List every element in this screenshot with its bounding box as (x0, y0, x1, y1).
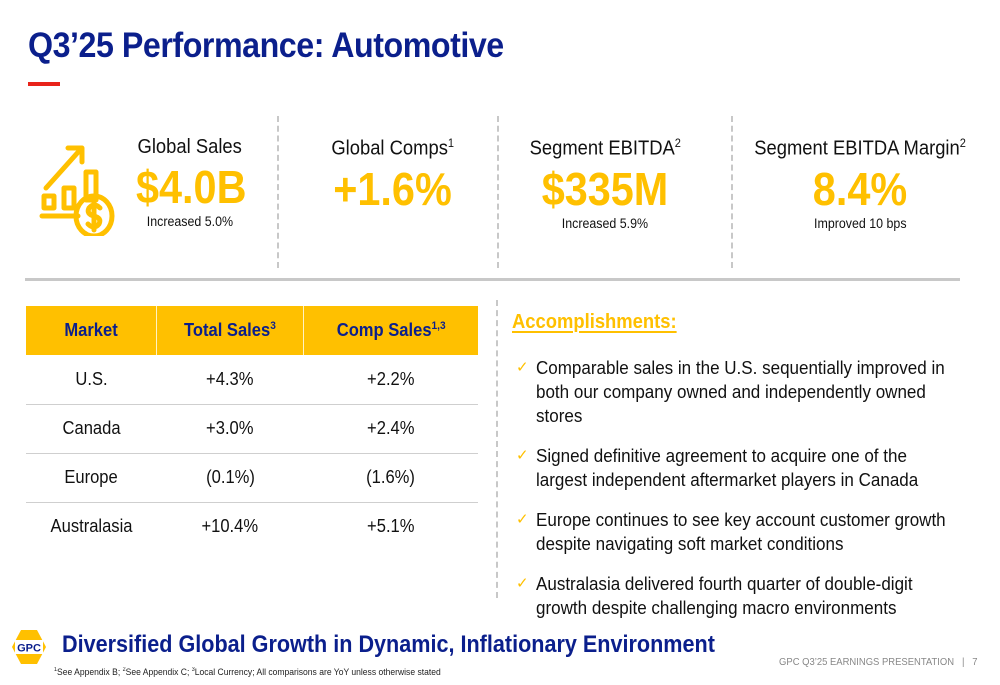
sales-growth-dollar-icon (39, 145, 115, 236)
column-header-market: Market (26, 306, 157, 355)
accomplishment-text: Europe continues to see key account cust… (536, 509, 946, 554)
market-table: Market Total Sales3 Comp Sales1,3 U.S. +… (26, 306, 478, 551)
cell-market: U.S. (26, 355, 157, 405)
gpc-logo: GPC (12, 630, 46, 664)
section-divider (25, 278, 960, 281)
title-accent-bar (28, 82, 60, 86)
checkmark-icon: ✓ (516, 447, 529, 464)
table-row: U.S. +4.3% +2.2% (26, 355, 478, 405)
table-row: Canada +3.0% +2.4% (26, 404, 478, 454)
cell-total-sales: +10.4% (201, 516, 259, 537)
cell-market: Canada (26, 404, 157, 454)
content-divider (496, 300, 498, 598)
cell-total-sales: (0.1%) (156, 453, 304, 503)
accomplishments-heading: Accomplishments: (512, 311, 677, 333)
kpi-value: $4.0B (136, 161, 247, 213)
cell-comp-sales: +2.4% (303, 404, 478, 454)
checkmark-icon: ✓ (516, 575, 529, 592)
cell-market: Europe (26, 453, 157, 503)
list-item: ✓ Signed definitive agreement to acquire… (516, 444, 986, 492)
cell-total-sales: +3.0% (156, 404, 304, 454)
kpi-label: Segment EBITDA2 (529, 136, 681, 160)
kpi-global-comps: Global Comps1 +1.6% (305, 136, 480, 213)
column-header-total-sales: Total Sales3 (156, 306, 305, 355)
column-header-comp-sales: Comp Sales1,3 (303, 306, 478, 355)
cell-comp-sales: +2.2% (303, 355, 478, 405)
list-item: ✓ Europe continues to see key account cu… (516, 508, 986, 556)
list-item: ✓ Comparable sales in the U.S. sequentia… (516, 356, 986, 428)
cell-comp-sales: +5.1% (367, 516, 415, 537)
accomplishment-text: Comparable sales in the U.S. sequentiall… (536, 357, 945, 426)
kpi-divider (731, 116, 733, 268)
kpi-note: Improved 10 bps (813, 215, 907, 231)
kpi-label: Segment EBITDA Margin2 (754, 136, 966, 160)
list-item: ✓ Australasia delivered fourth quarter o… (516, 572, 986, 620)
checkmark-icon: ✓ (516, 359, 529, 376)
accomplishment-text: Signed definitive agreement to acquire o… (536, 445, 919, 490)
table-row: Australasia +10.4% +5.1% (26, 502, 478, 551)
kpi-label: Global Sales (137, 136, 243, 158)
kpi-note: Increased 5.0% (146, 214, 234, 229)
accomplishments-list: ✓ Comparable sales in the U.S. sequentia… (516, 356, 986, 636)
checkmark-icon: ✓ (516, 511, 529, 528)
page-title: Q3’25 Performance: Automotive (28, 26, 504, 65)
table-row: Europe (0.1%) (1.6%) (26, 453, 478, 503)
kpi-value: 8.4% (812, 162, 908, 215)
kpi-global-sales: Global Sales $4.0B Increased 5.0% (130, 136, 250, 231)
kpi-segment-ebitda-margin: Segment EBITDA Margin2 8.4% Improved 10 … (740, 136, 980, 233)
kpi-divider (497, 116, 499, 268)
svg-text:GPC: GPC (17, 643, 41, 655)
presentation-page-label: GPC Q3’25 EARNINGS PRESENTATION | 7 (779, 656, 978, 668)
cell-market: Australasia (50, 516, 133, 537)
tagline: Diversified Global Growth in Dynamic, In… (62, 631, 715, 658)
footnote: 1See Appendix B; 2See Appendix C; 3Local… (54, 667, 441, 679)
table-header-row: Market Total Sales3 Comp Sales1,3 (26, 306, 478, 355)
cell-comp-sales: (1.6%) (303, 453, 478, 503)
kpi-value: +1.6% (333, 162, 452, 215)
kpi-divider (277, 116, 279, 268)
accomplishment-text: Australasia delivered fourth quarter of … (536, 573, 913, 618)
kpi-value: $335M (541, 162, 669, 215)
kpi-note: Increased 5.9% (561, 215, 649, 231)
kpi-segment-ebitda: Segment EBITDA2 $335M Increased 5.9% (515, 136, 695, 233)
kpi-label: Global Comps1 (331, 136, 454, 160)
cell-total-sales: +4.3% (156, 355, 304, 405)
